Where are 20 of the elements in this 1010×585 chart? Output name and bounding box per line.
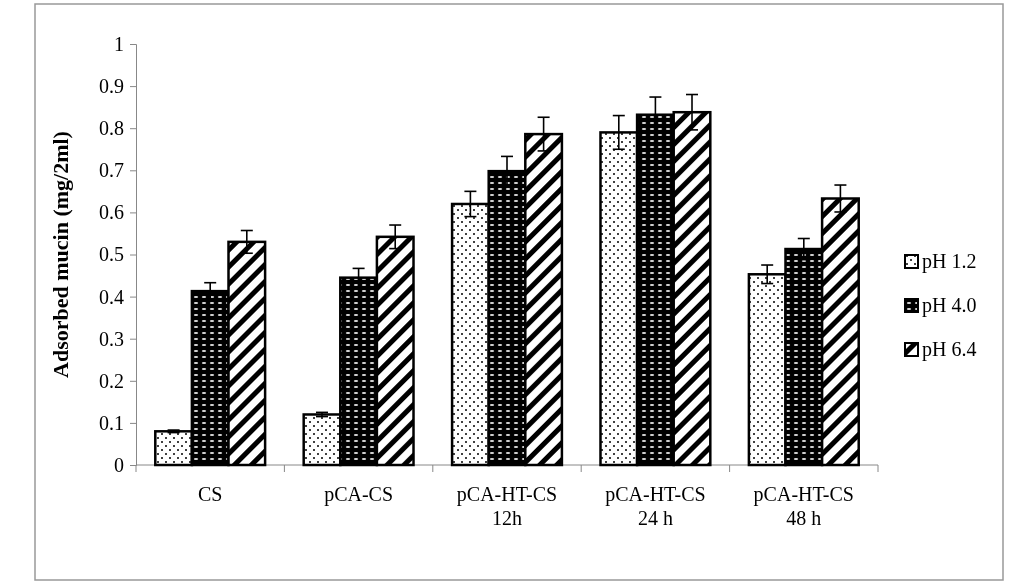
y-tick-label: 0 <box>114 453 124 476</box>
x-tick-label: pCA-HT-CS 24 h <box>605 483 706 529</box>
y-tick-label: 0.6 <box>99 201 124 224</box>
x-tick-label: pCA-CS <box>324 483 394 506</box>
y-tick-label: 0.1 <box>99 411 124 434</box>
y-tick-label: 0.9 <box>99 75 124 97</box>
legend-label: pH 1.2 <box>922 250 977 273</box>
y-tick-label: 1 <box>114 32 124 55</box>
y-tick-label: 0.7 <box>99 159 124 182</box>
y-tick-label: 0.4 <box>99 285 124 308</box>
y-tick-label: 0.8 <box>99 117 124 140</box>
x-tick-label: pCA-HT-CS 48 h <box>753 483 854 529</box>
x-tick-label: pCA-HT-CS 12h <box>456 483 558 529</box>
y-tick-label: 0.5 <box>99 243 124 266</box>
legend-label: pH 6.4 <box>922 338 977 361</box>
y-tick-label: 0.3 <box>99 327 124 350</box>
legend-label: pH 4.0 <box>922 294 977 317</box>
x-tick-label: CS <box>197 483 223 505</box>
y-tick-label: 0.2 <box>99 369 124 392</box>
y-axis-title: Adsorbed mucin (mg/2ml) <box>48 131 73 378</box>
